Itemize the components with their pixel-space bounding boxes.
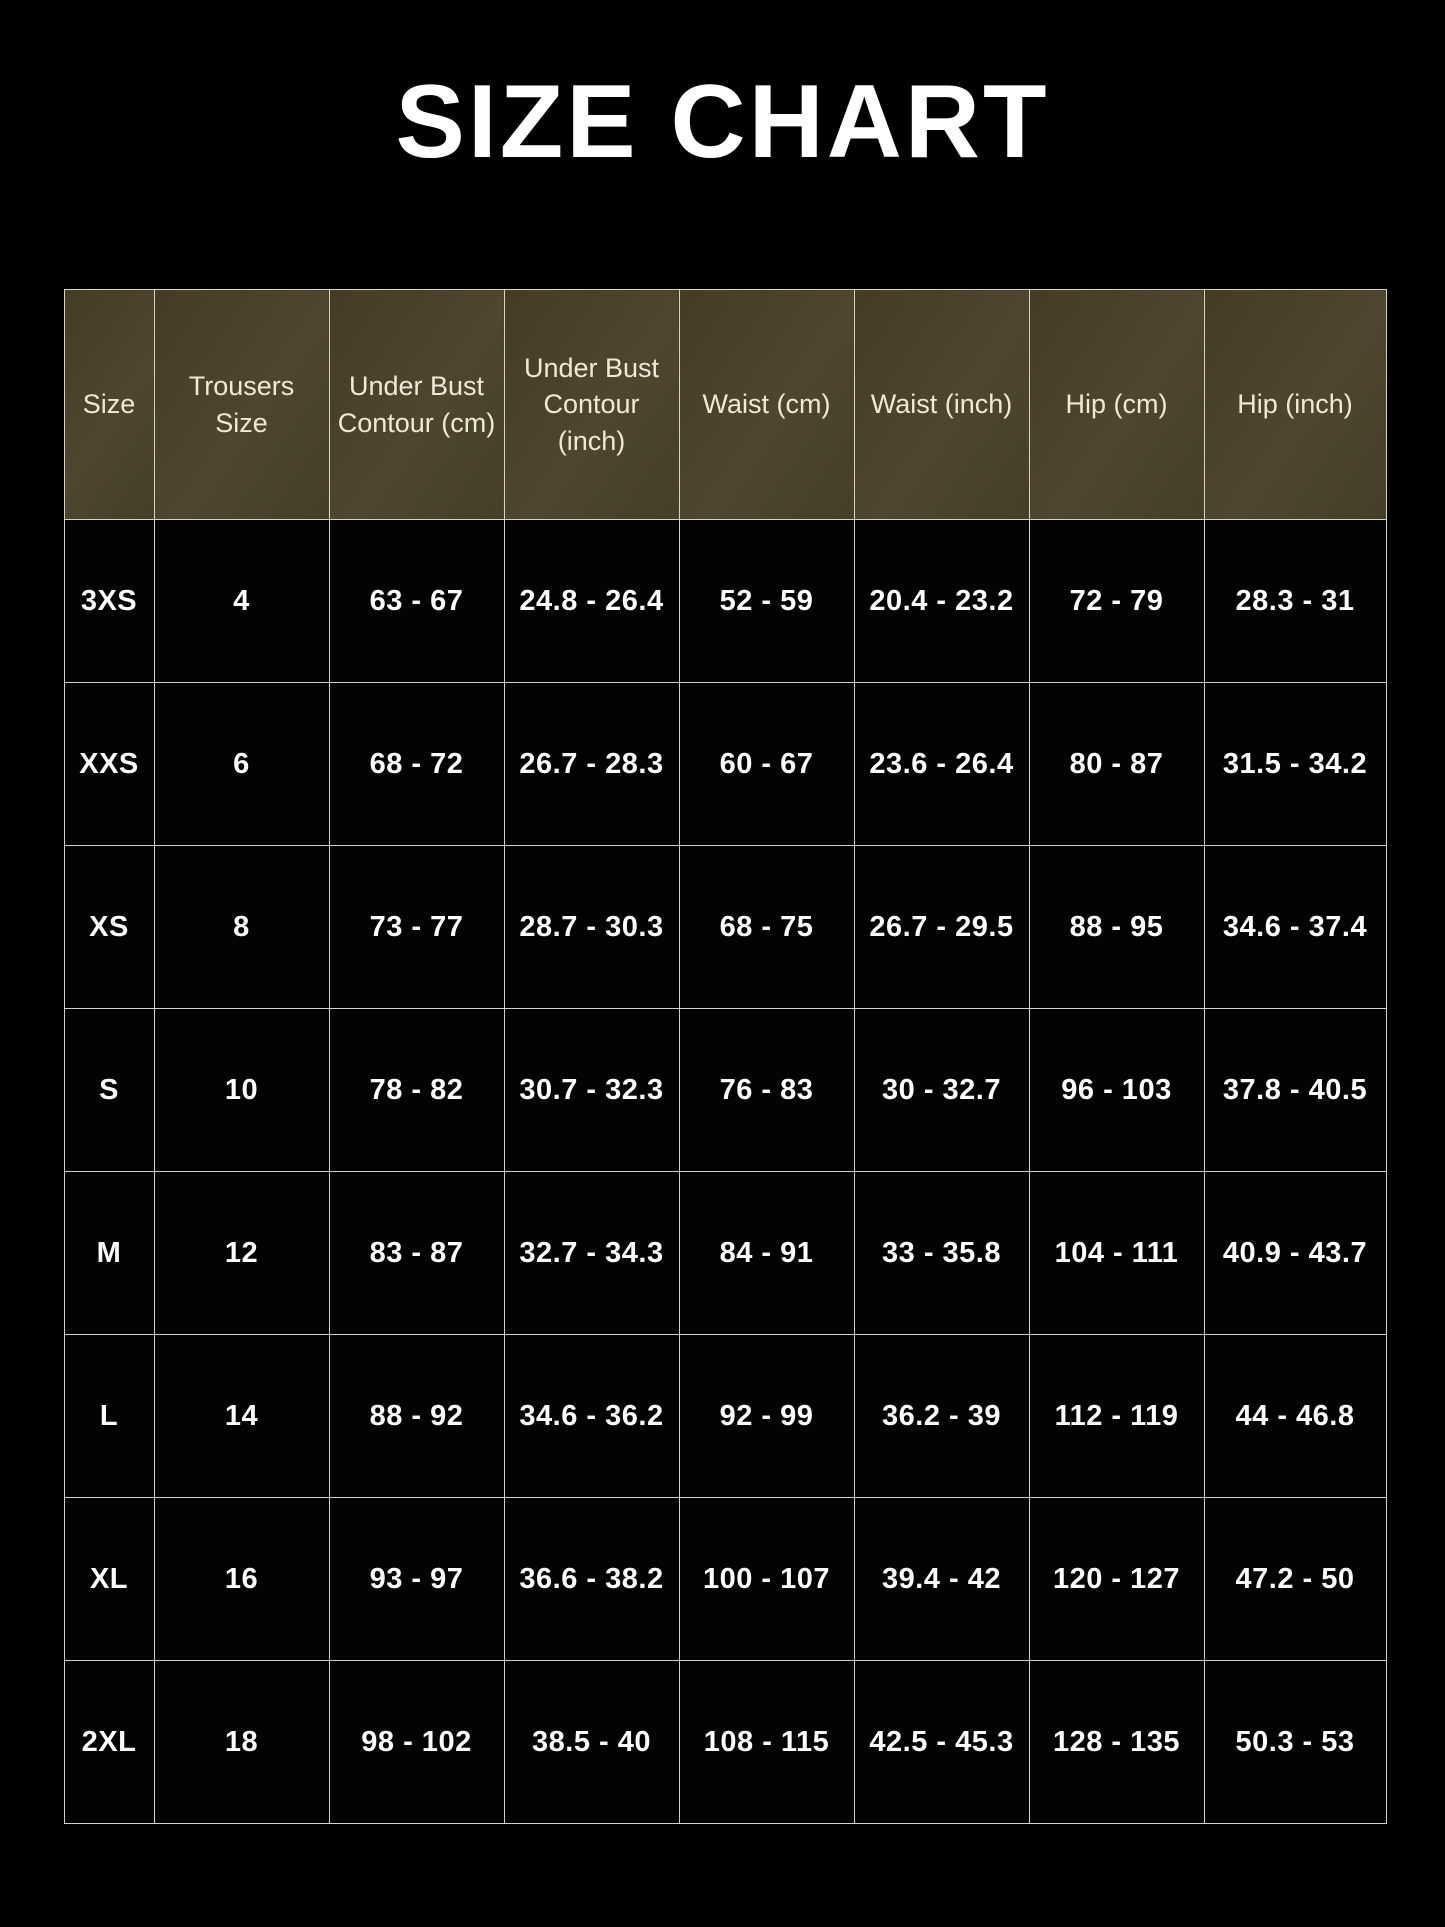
measurement-cell: 93 - 97 xyxy=(328,1497,505,1662)
measurement-cell: 31.5 - 34.2 xyxy=(1203,682,1387,847)
measurement-cell: 128 - 135 xyxy=(1028,1660,1205,1825)
table-row: M 12 83 - 87 32.7 - 34.3 84 - 91 33 - 35.8 104… xyxy=(63,1171,1387,1336)
size-chart-table: Size Trousers Size Under Bust Contour (cm)… xyxy=(63,289,1387,1825)
column-header: Under Bust Contour (cm) xyxy=(328,289,505,521)
column-header: Hip (cm) xyxy=(1028,289,1205,521)
measurement-cell: 72 - 79 xyxy=(1028,519,1205,684)
measurement-cell: 40.9 - 43.7 xyxy=(1203,1171,1387,1336)
measurement-cell: 104 - 111 xyxy=(1028,1171,1205,1336)
measurement-cell: 96 - 103 xyxy=(1028,1008,1205,1173)
measurement-cell: 108 - 115 xyxy=(678,1660,855,1825)
measurement-cell: 10 xyxy=(153,1008,330,1173)
measurement-cell: 30 - 32.7 xyxy=(853,1008,1030,1173)
measurement-cell: 68 - 75 xyxy=(678,845,855,1010)
measurement-cell: 98 - 102 xyxy=(328,1660,505,1825)
page-title: SIZE CHART xyxy=(395,64,1050,180)
measurement-cell: 78 - 82 xyxy=(328,1008,505,1173)
size-label-cell: L xyxy=(63,1334,155,1499)
column-header: Trousers Size xyxy=(153,289,330,521)
column-header: Hip (inch) xyxy=(1203,289,1387,521)
measurement-cell: 100 - 107 xyxy=(678,1497,855,1662)
size-label-cell: S xyxy=(63,1008,155,1173)
measurement-cell: 47.2 - 50 xyxy=(1203,1497,1387,1662)
measurement-cell: 12 xyxy=(153,1171,330,1336)
column-header: Size xyxy=(63,289,155,521)
measurement-cell: 120 - 127 xyxy=(1028,1497,1205,1662)
measurement-cell: 28.3 - 31 xyxy=(1203,519,1387,684)
table-row: XL 16 93 - 97 36.6 - 38.2 100 - 107 39.4 - 42… xyxy=(63,1497,1387,1662)
column-header: Waist (cm) xyxy=(678,289,855,521)
measurement-cell: 26.7 - 28.3 xyxy=(503,682,680,847)
measurement-cell: 50.3 - 53 xyxy=(1203,1660,1387,1825)
measurement-cell: 6 xyxy=(153,682,330,847)
measurement-cell: 73 - 77 xyxy=(328,845,505,1010)
table-row: XS 8 73 - 77 28.7 - 30.3 68 - 75 26.7 - 29.5 8… xyxy=(63,845,1387,1010)
measurement-cell: 52 - 59 xyxy=(678,519,855,684)
measurement-cell: 8 xyxy=(153,845,330,1010)
measurement-cell: 83 - 87 xyxy=(328,1171,505,1336)
size-label-cell: M xyxy=(63,1171,155,1336)
measurement-cell: 63 - 67 xyxy=(328,519,505,684)
size-label-cell: XS xyxy=(63,845,155,1010)
measurement-cell: 112 - 119 xyxy=(1028,1334,1205,1499)
measurement-cell: 36.2 - 39 xyxy=(853,1334,1030,1499)
table-row: S 10 78 - 82 30.7 - 32.3 76 - 83 30 - 32.7 96 … xyxy=(63,1008,1387,1173)
table-container: Size Trousers Size Under Bust Contour (cm)… xyxy=(63,289,1387,1825)
measurement-cell: 23.6 - 26.4 xyxy=(853,682,1030,847)
measurement-cell: 44 - 46.8 xyxy=(1203,1334,1387,1499)
measurement-cell: 88 - 92 xyxy=(328,1334,505,1499)
measurement-cell: 36.6 - 38.2 xyxy=(503,1497,680,1662)
table-row: 2XL 18 98 - 102 38.5 - 40 108 - 115 42.5 - 45… xyxy=(63,1660,1387,1825)
measurement-cell: 80 - 87 xyxy=(1028,682,1205,847)
measurement-cell: 34.6 - 36.2 xyxy=(503,1334,680,1499)
measurement-cell: 24.8 - 26.4 xyxy=(503,519,680,684)
measurement-cell: 14 xyxy=(153,1334,330,1499)
measurement-cell: 68 - 72 xyxy=(328,682,505,847)
size-label-cell: 3XS xyxy=(63,519,155,684)
measurement-cell: 37.8 - 40.5 xyxy=(1203,1008,1387,1173)
measurement-cell: 28.7 - 30.3 xyxy=(503,845,680,1010)
measurement-cell: 76 - 83 xyxy=(678,1008,855,1173)
measurement-cell: 4 xyxy=(153,519,330,684)
measurement-cell: 92 - 99 xyxy=(678,1334,855,1499)
measurement-cell: 39.4 - 42 xyxy=(853,1497,1030,1662)
measurement-cell: 84 - 91 xyxy=(678,1171,855,1336)
measurement-cell: 38.5 - 40 xyxy=(503,1660,680,1825)
column-header: Under Bust Contour (inch) xyxy=(503,289,680,521)
table-body: 3XS 4 63 - 67 24.8 - 26.4 52 - 59 20.4 - 23.2… xyxy=(63,519,1387,1825)
measurement-cell: 34.6 - 37.4 xyxy=(1203,845,1387,1010)
measurement-cell: 33 - 35.8 xyxy=(853,1171,1030,1336)
measurement-cell: 18 xyxy=(153,1660,330,1825)
measurement-cell: 42.5 - 45.3 xyxy=(853,1660,1030,1825)
measurement-cell: 88 - 95 xyxy=(1028,845,1205,1010)
column-header: Waist (inch) xyxy=(853,289,1030,521)
measurement-cell: 20.4 - 23.2 xyxy=(853,519,1030,684)
table-header-row: Size Trousers Size Under Bust Contour (cm)… xyxy=(63,289,1387,521)
measurement-cell: 30.7 - 32.3 xyxy=(503,1008,680,1173)
size-label-cell: XXS xyxy=(63,682,155,847)
table-head: Size Trousers Size Under Bust Contour (cm)… xyxy=(63,289,1387,521)
table-row: XXS 6 68 - 72 26.7 - 28.3 60 - 67 23.6 - 26.4… xyxy=(63,682,1387,847)
size-label-cell: 2XL xyxy=(63,1660,155,1825)
size-label-cell: XL xyxy=(63,1497,155,1662)
measurement-cell: 32.7 - 34.3 xyxy=(503,1171,680,1336)
table-row: 3XS 4 63 - 67 24.8 - 26.4 52 - 59 20.4 - 23.2… xyxy=(63,519,1387,684)
table-row: L 14 88 - 92 34.6 - 36.2 92 - 99 36.2 - 39 112… xyxy=(63,1334,1387,1499)
measurement-cell: 60 - 67 xyxy=(678,682,855,847)
measurement-cell: 16 xyxy=(153,1497,330,1662)
measurement-cell: 26.7 - 29.5 xyxy=(853,845,1030,1010)
